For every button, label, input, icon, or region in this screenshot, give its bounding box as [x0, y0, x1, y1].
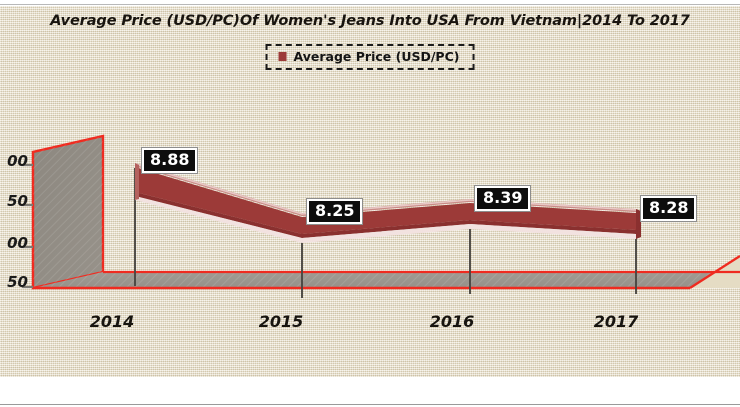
top-divider-rule: [0, 4, 740, 5]
chart-legend[interactable]: Average Price (USD/PC): [265, 44, 475, 70]
chart-title: Average Price (USD/PC)Of Women's Jeans I…: [50, 13, 690, 29]
data-label-2014: 8.88: [142, 148, 198, 173]
y-axis-label-2: 00: [7, 234, 28, 252]
plot-area: [0, 6, 740, 377]
data-label-2015: 8.25: [307, 199, 363, 224]
bottom-divider-rule: [0, 404, 740, 405]
axis-floor-plane: [33, 254, 740, 290]
data-label-2016: 8.39: [475, 186, 531, 211]
y-axis-label-3: 50: [7, 273, 28, 291]
data-label-2017: 8.28: [641, 196, 697, 221]
x-axis-label-2016: 2016: [429, 312, 475, 331]
plot-svg: [22, 134, 740, 298]
x-axis-label-2015: 2015: [258, 312, 304, 331]
legend-label-average-price: Average Price (USD/PC): [293, 49, 460, 64]
chart-canvas: Average Price (USD/PC)Of Women's Jeans I…: [0, 6, 740, 377]
x-axis-label-2014: 2014: [89, 312, 135, 331]
y-axis-label-1: 50: [7, 192, 28, 210]
y-axis-label-0: 00: [7, 152, 28, 170]
legend-swatch-icon: [278, 52, 287, 61]
series-area-average-price[interactable]: [134, 163, 641, 243]
y-axis-ticks: [22, 163, 33, 289]
x-axis-label-2017: 2017: [593, 312, 639, 331]
axis-back-wall: [31, 134, 105, 290]
